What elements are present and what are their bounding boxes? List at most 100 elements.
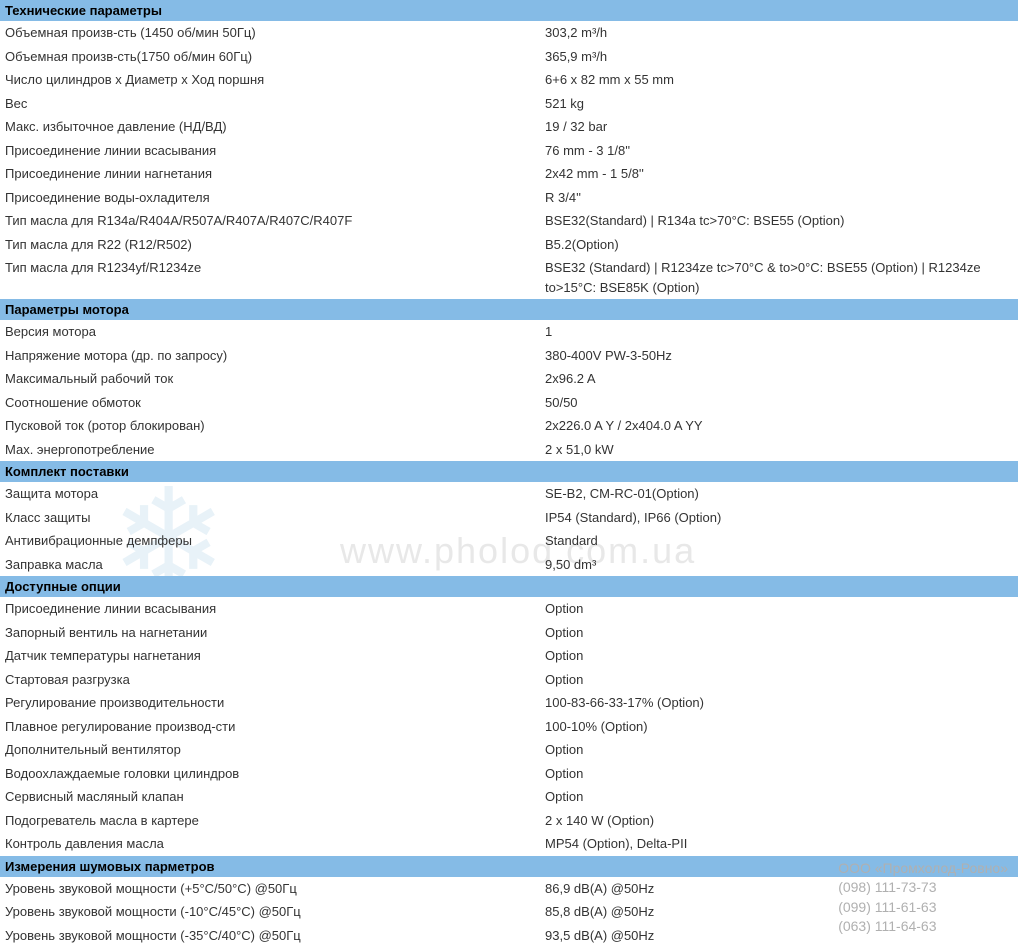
spec-label: Контроль давления масла — [5, 834, 545, 854]
spec-label: Запорный вентиль на нагнетании — [5, 623, 545, 643]
spec-row: Водоохлаждаемые головки цилиндровOption — [0, 762, 1018, 786]
spec-row: Тип масла для R1234yf/R1234zeBSE32 (Stan… — [0, 256, 1018, 299]
spec-row: Присоединение линии всасывания76 mm - 3 … — [0, 139, 1018, 163]
spec-value: 76 mm - 3 1/8'' — [545, 141, 1013, 161]
spec-label: Заправка масла — [5, 555, 545, 575]
spec-row: Контроль давления маслаMP54 (Option), De… — [0, 832, 1018, 856]
spec-label: Тип масла для R134a/R404A/R507A/R407A/R4… — [5, 211, 545, 231]
spec-value: 1 — [545, 322, 1013, 342]
spec-label: Версия мотора — [5, 322, 545, 342]
spec-table: Технические параметрыОбъемная произв-сть… — [0, 0, 1018, 947]
spec-value: 2 x 140 W (Option) — [545, 811, 1013, 831]
spec-value: 50/50 — [545, 393, 1013, 413]
spec-row: Присоединение линии всасыванияOption — [0, 597, 1018, 621]
spec-row: Максимальный рабочий ток2x96.2 A — [0, 367, 1018, 391]
spec-row: Присоединение линии нагнетания2x42 mm - … — [0, 162, 1018, 186]
spec-value: 100-83-66-33-17% (Option) — [545, 693, 1013, 713]
spec-label: Сервисный масляный клапан — [5, 787, 545, 807]
spec-value: 2x226.0 A Y / 2x404.0 A YY — [545, 416, 1013, 436]
spec-label: Макс. избыточное давление (НД/ВД) — [5, 117, 545, 137]
spec-row: Стартовая разгрузкаOption — [0, 668, 1018, 692]
spec-value: Standard — [545, 531, 1013, 551]
spec-value: R 3/4'' — [545, 188, 1013, 208]
spec-row: Присоединение воды-охладителяR 3/4'' — [0, 186, 1018, 210]
contact-info: ООО «Промхолод-Ровно» (098) 111-73-73 (0… — [838, 859, 1008, 937]
spec-row: Соотношение обмоток50/50 — [0, 391, 1018, 415]
spec-value: Option — [545, 623, 1013, 643]
spec-row: Напряжение мотора (др. по запросу)380-40… — [0, 344, 1018, 368]
spec-label: Плавное регулирование производ-сти — [5, 717, 545, 737]
spec-label: Напряжение мотора (др. по запросу) — [5, 346, 545, 366]
spec-value: MP54 (Option), Delta-PII — [545, 834, 1013, 854]
spec-label: Уровень звуковой мощности (-10°C/45°C) @… — [5, 902, 545, 922]
spec-label: Уровень звуковой мощности (+5°C/50°C) @5… — [5, 879, 545, 899]
spec-value: SE-B2, CM-RC-01(Option) — [545, 484, 1013, 504]
spec-value: 100-10% (Option) — [545, 717, 1013, 737]
spec-row: Подогреватель масла в картере2 x 140 W (… — [0, 809, 1018, 833]
section-header: Доступные опции — [0, 576, 1018, 597]
spec-row: Тип масла для R22 (R12/R502)B5.2(Option) — [0, 233, 1018, 257]
spec-row: Антивибрационные демпферыStandard — [0, 529, 1018, 553]
spec-row: Вес521 kg — [0, 92, 1018, 116]
spec-label: Антивибрационные демпферы — [5, 531, 545, 551]
spec-value: 19 / 32 bar — [545, 117, 1013, 137]
contact-phone-1: (098) 111-73-73 — [838, 878, 1008, 898]
spec-label: Соотношение обмоток — [5, 393, 545, 413]
spec-label: Мах. энергопотребление — [5, 440, 545, 460]
spec-value: 2x42 mm - 1 5/8'' — [545, 164, 1013, 184]
spec-value: IP54 (Standard), IP66 (Option) — [545, 508, 1013, 528]
spec-label: Водоохлаждаемые головки цилиндров — [5, 764, 545, 784]
spec-row: Запорный вентиль на нагнетанииOption — [0, 621, 1018, 645]
spec-label: Присоединение линии всасывания — [5, 599, 545, 619]
spec-label: Вес — [5, 94, 545, 114]
spec-row: Плавное регулирование производ-сти100-10… — [0, 715, 1018, 739]
spec-row: Заправка масла9,50 dm³ — [0, 553, 1018, 577]
spec-row: Класс защитыIP54 (Standard), IP66 (Optio… — [0, 506, 1018, 530]
spec-value: 2 x 51,0 kW — [545, 440, 1013, 460]
spec-label: Защита мотора — [5, 484, 545, 504]
section-header: Параметры мотора — [0, 299, 1018, 320]
spec-label: Подогреватель масла в картере — [5, 811, 545, 831]
spec-label: Тип масла для R1234yf/R1234ze — [5, 258, 545, 297]
spec-label: Регулирование производительности — [5, 693, 545, 713]
spec-row: Тип масла для R134a/R404A/R507A/R407A/R4… — [0, 209, 1018, 233]
contact-phone-2: (099) 111-61-63 — [838, 898, 1008, 918]
spec-label: Дополнительный вентилятор — [5, 740, 545, 760]
contact-phone-3: (063) 111-64-63 — [838, 917, 1008, 937]
spec-label: Класс защиты — [5, 508, 545, 528]
spec-row: Защита мотораSE-B2, CM-RC-01(Option) — [0, 482, 1018, 506]
spec-row: Макс. избыточное давление (НД/ВД)19 / 32… — [0, 115, 1018, 139]
spec-label: Уровень звуковой мощности (-35°C/40°C) @… — [5, 926, 545, 946]
section-header: Технические параметры — [0, 0, 1018, 21]
spec-value: Option — [545, 599, 1013, 619]
spec-label: Максимальный рабочий ток — [5, 369, 545, 389]
spec-label: Присоединение воды-охладителя — [5, 188, 545, 208]
spec-label: Объемная произв-сть (1450 об/мин 50Гц) — [5, 23, 545, 43]
contact-company: ООО «Промхолод-Ровно» — [838, 859, 1008, 879]
spec-label: Присоединение линии всасывания — [5, 141, 545, 161]
spec-row: Дополнительный вентиляторOption — [0, 738, 1018, 762]
section-header: Комплект поставки — [0, 461, 1018, 482]
spec-value: Option — [545, 787, 1013, 807]
spec-value: 380-400V PW-3-50Hz — [545, 346, 1013, 366]
spec-value: Option — [545, 646, 1013, 666]
spec-row: Пусковой ток (ротор блокирован)2x226.0 A… — [0, 414, 1018, 438]
spec-label: Объемная произв-сть(1750 об/мин 60Гц) — [5, 47, 545, 67]
spec-value: 6+6 x 82 mm x 55 mm — [545, 70, 1013, 90]
spec-value: 9,50 dm³ — [545, 555, 1013, 575]
spec-row: Число цилиндров x Диаметр x Ход поршня6+… — [0, 68, 1018, 92]
spec-label: Стартовая разгрузка — [5, 670, 545, 690]
spec-row: Мах. энергопотребление2 x 51,0 kW — [0, 438, 1018, 462]
spec-value: Option — [545, 740, 1013, 760]
spec-label: Тип масла для R22 (R12/R502) — [5, 235, 545, 255]
spec-row: Объемная произв-сть(1750 об/мин 60Гц)365… — [0, 45, 1018, 69]
spec-value: Option — [545, 670, 1013, 690]
spec-value: BSE32(Standard) | R134a tc>70°C: BSE55 (… — [545, 211, 1013, 231]
spec-row: Датчик температуры нагнетанияOption — [0, 644, 1018, 668]
spec-row: Объемная произв-сть (1450 об/мин 50Гц)30… — [0, 21, 1018, 45]
spec-label: Присоединение линии нагнетания — [5, 164, 545, 184]
spec-value: 303,2 m³/h — [545, 23, 1013, 43]
spec-value: 521 kg — [545, 94, 1013, 114]
spec-value: 365,9 m³/h — [545, 47, 1013, 67]
spec-value: BSE32 (Standard) | R1234ze tc>70°C & to>… — [545, 258, 1013, 297]
